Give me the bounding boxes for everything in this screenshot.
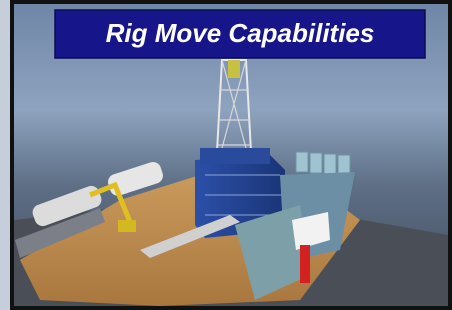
- screenshot: Rig Move Capabilities: [0, 0, 452, 310]
- red-structure: [300, 245, 310, 283]
- title: Rig Move Capabilities: [106, 18, 375, 48]
- crown-block: [228, 60, 240, 78]
- page: Rig Move Capabilities (() => { const dat…: [0, 0, 452, 310]
- drill-floor: [200, 148, 270, 164]
- crane-body: [118, 220, 136, 232]
